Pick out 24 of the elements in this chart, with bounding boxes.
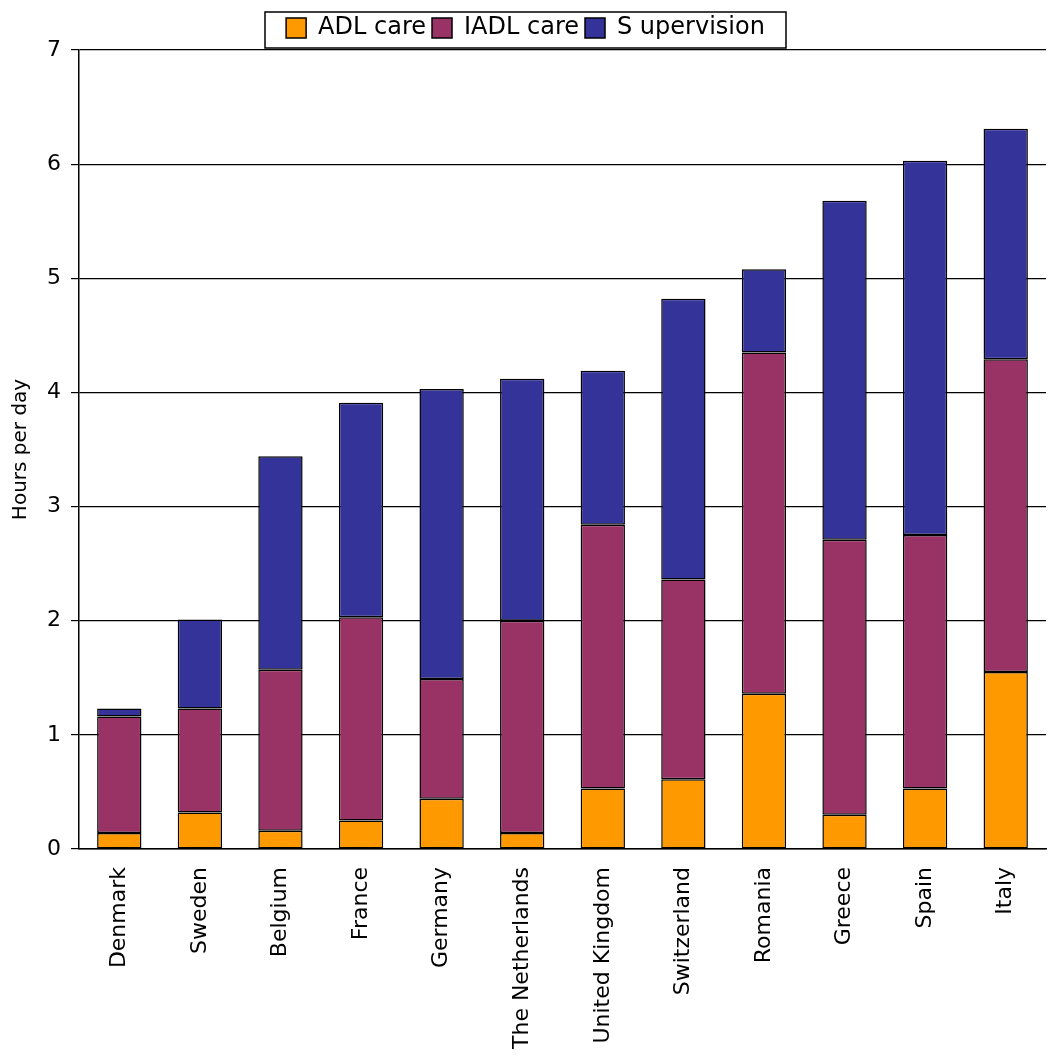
legend-label: IADL care [464, 12, 580, 41]
x-tick-label: Germany [427, 866, 453, 969]
y-tick-label: 5 [47, 264, 61, 289]
legend-label: ADL care [318, 12, 427, 41]
y-tick-label: 2 [47, 606, 61, 632]
x-tick-label: United Kingdom [588, 866, 614, 1044]
x-tick-label: Sweden [185, 866, 211, 954]
legend-label: S upervision [617, 12, 765, 41]
x-tick-label: Denmark [105, 866, 131, 969]
x-tick-label: Romania [749, 866, 775, 964]
y-tick-label: 3 [47, 492, 61, 518]
x-tick-label: The Netherlands [507, 866, 533, 1050]
y-axis-title: Hours per day [7, 378, 32, 521]
x-tick-label: France [346, 866, 372, 941]
y-tick-label: 7 [47, 35, 61, 61]
y-tick-label: 4 [47, 378, 61, 404]
y-tick-label: 0 [47, 834, 61, 860]
x-tick-label: Belgium [266, 866, 292, 958]
x-tick-label: Greece [830, 866, 856, 946]
y-tick-label: 1 [47, 720, 61, 746]
x-tick-label: Switzerland [669, 866, 695, 996]
x-tick-label: Italy [991, 866, 1017, 915]
y-tick-label: 6 [47, 149, 61, 175]
x-tick-label: Spain [910, 866, 936, 929]
